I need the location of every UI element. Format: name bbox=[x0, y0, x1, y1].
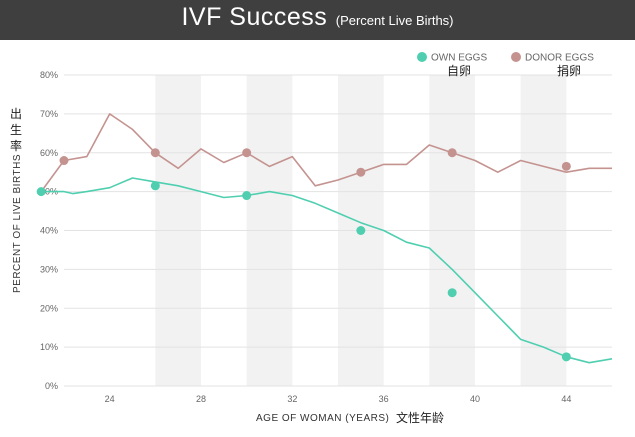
y-tick-labels: 0%10%20%30%40%50%60%70%80% bbox=[40, 70, 58, 391]
y-tick-label: 20% bbox=[40, 303, 58, 313]
chart-title: IVF Success (Percent Live Births) bbox=[0, 3, 635, 32]
y-tick-label: 10% bbox=[40, 342, 58, 352]
donor-eggs-point bbox=[242, 148, 252, 158]
x-axis-chinese-label: 文性年龄 bbox=[396, 410, 444, 425]
x-tick-label: 40 bbox=[470, 394, 480, 404]
series-lines bbox=[40, 113, 613, 364]
x-tick-labels: 24 28 32 36 40 44 bbox=[105, 394, 572, 404]
legend-own-eggs-marker bbox=[417, 52, 427, 62]
grid-lines bbox=[64, 74, 612, 387]
y-tick-label: 40% bbox=[40, 226, 58, 236]
series-markers bbox=[36, 148, 571, 362]
donor-eggs-point bbox=[59, 156, 69, 166]
own-eggs-chinese-label: 自卵 bbox=[447, 64, 471, 78]
own-eggs-point bbox=[150, 181, 160, 191]
legend-own-eggs-label: OWN EGGS bbox=[431, 53, 487, 64]
y-axis-title: PERCENT OF LIVE BIRTHS bbox=[12, 154, 23, 293]
donor-eggs-line bbox=[40, 113, 612, 193]
legend: OWN EGGS DONOR EGGS 自卵 捐卵 bbox=[417, 52, 594, 78]
y-tick-label: 70% bbox=[40, 109, 58, 119]
own-eggs-line bbox=[41, 177, 613, 364]
x-tick-label: 36 bbox=[379, 394, 389, 404]
chart-subtitle: (Percent Live Births) bbox=[335, 13, 454, 28]
donor-eggs-chinese-label: 捐卵 bbox=[557, 64, 581, 78]
y-axis-chinese-char-3: 率 bbox=[10, 138, 22, 153]
x-tick-label: 24 bbox=[105, 394, 115, 404]
x-tick-label: 32 bbox=[287, 394, 297, 404]
legend-donor-eggs-marker bbox=[511, 52, 521, 62]
own-eggs-point bbox=[447, 288, 457, 298]
donor-eggs-point bbox=[447, 148, 457, 158]
y-tick-label: 60% bbox=[40, 148, 58, 158]
x-axis-title: AGE OF WOMAN (YEARS) bbox=[256, 413, 389, 424]
chart-area: 0%10%20%30%40%50%60%70%80% 24 28 32 36 40 44 … bbox=[10, 52, 613, 425]
y-axis-chinese-char-1: 出 bbox=[10, 107, 22, 121]
x-tick-label: 44 bbox=[561, 394, 571, 404]
own-eggs-point bbox=[36, 187, 46, 197]
donor-eggs-point bbox=[561, 161, 571, 171]
chart-title-main: IVF Success bbox=[181, 3, 328, 31]
own-eggs-point bbox=[561, 352, 571, 362]
own-eggs-point bbox=[356, 226, 366, 235]
title-bar bbox=[0, 0, 635, 40]
donor-eggs-point bbox=[150, 148, 160, 158]
own-eggs-point bbox=[242, 191, 252, 201]
y-axis-chinese-char-2: 生 bbox=[10, 123, 22, 137]
y-tick-label: 30% bbox=[40, 264, 58, 274]
y-tick-label: 0% bbox=[45, 381, 58, 391]
y-tick-label: 80% bbox=[40, 70, 58, 80]
donor-eggs-point bbox=[356, 167, 366, 177]
legend-donor-eggs-label: DONOR EGGS bbox=[525, 53, 594, 64]
x-tick-label: 28 bbox=[196, 394, 206, 404]
